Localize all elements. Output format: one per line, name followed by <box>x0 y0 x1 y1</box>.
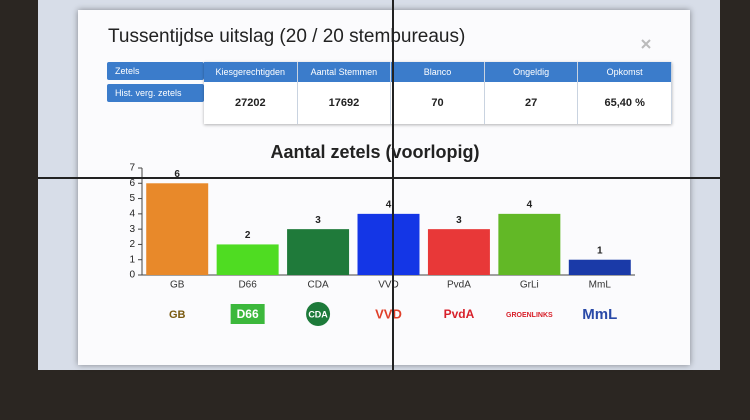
stat-column: Opkomst 65,40 % <box>578 62 672 124</box>
y-tick-label: 5 <box>129 193 135 204</box>
bar <box>146 183 209 275</box>
x-tick-label: GB <box>170 280 185 291</box>
stat-column: Blanco 70 <box>391 62 485 124</box>
stat-header: Aantal Stemmen <box>297 62 391 82</box>
modal: Tussentijdse uitslag (20 / 20 stembureau… <box>78 10 690 365</box>
close-button[interactable] <box>640 38 652 50</box>
stat-value: 17692 <box>297 82 391 124</box>
value-label: 4 <box>527 199 533 210</box>
button[interactable]: Hist. verg. zetels <box>107 84 204 102</box>
stat-header: Opkomst <box>578 62 671 82</box>
party-logo: VVD <box>375 306 402 321</box>
party-logo: CDA <box>308 309 328 319</box>
x-tick-label: VVD <box>378 280 399 291</box>
stat-value: 27202 <box>204 82 297 124</box>
y-tick-label: 3 <box>129 224 135 235</box>
logo-badge <box>230 304 265 324</box>
modal-title: Tussentijdse uitslag (20 / 20 stembureau… <box>108 26 466 47</box>
y-tick-label: 4 <box>129 208 135 219</box>
x-tick-label: CDA <box>308 280 329 291</box>
y-tick-label: 1 <box>129 254 135 265</box>
logo-badge <box>306 302 331 326</box>
value-label: 3 <box>315 215 321 226</box>
y-tick-label: 7 <box>129 163 135 174</box>
stat-value: 27 <box>484 82 578 124</box>
party-logo: PvdA <box>444 307 475 321</box>
party-logo: MmL <box>582 306 617 323</box>
stat-value: 65,40 % <box>578 82 671 124</box>
button[interactable]: Zetels <box>107 62 204 80</box>
y-tick-label: 2 <box>129 239 135 250</box>
x-tick-label: MmL <box>589 280 612 291</box>
bar <box>357 213 420 275</box>
bar <box>498 213 561 275</box>
chart-title: Aantal zetels (voorlopig) <box>270 142 479 162</box>
stat-header: Kiesgerechtigden <box>204 62 297 82</box>
stat-column: Kiesgerechtigden 27202 <box>204 62 298 124</box>
x-tick-label: GrLi <box>520 280 539 291</box>
value-label: 6 <box>174 169 180 180</box>
x-tick-label: PvdA <box>447 280 471 291</box>
party-logo: GB <box>169 309 186 321</box>
stat-column: Aantal Stemmen 17692 <box>297 62 392 124</box>
value-label: 3 <box>456 215 462 226</box>
value-label: 4 <box>386 199 392 210</box>
stat-column: Ongeldig 27 <box>484 62 579 124</box>
y-tick-label: 0 <box>129 270 135 281</box>
x-tick-label: D66 <box>238 280 257 291</box>
y-tick-label: 6 <box>129 178 135 189</box>
bar <box>427 229 490 275</box>
bar <box>216 244 279 275</box>
party-logo: GROENLINKS <box>506 312 553 319</box>
value-label: 1 <box>597 245 603 256</box>
bar <box>568 259 631 275</box>
stat-header: Ongeldig <box>484 62 578 82</box>
stat-header: Blanco <box>391 62 484 82</box>
stats-table: Kiesgerechtigden 27202 Aantal Stemmen 17692… <box>204 62 672 124</box>
value-label: 2 <box>245 230 251 241</box>
bar <box>287 229 350 275</box>
stat-value: 70 <box>391 82 484 124</box>
party-logo: D66 <box>237 307 259 321</box>
